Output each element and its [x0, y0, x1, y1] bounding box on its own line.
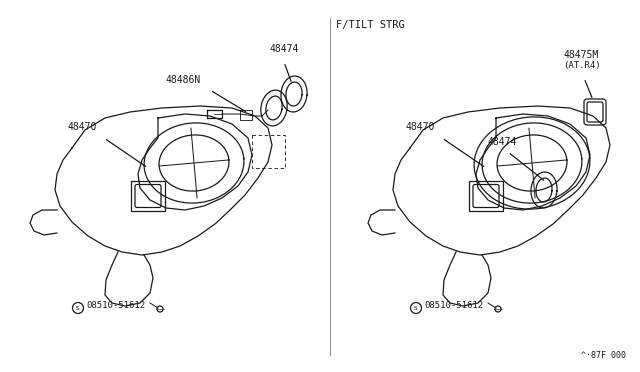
Text: S: S	[76, 306, 80, 311]
Text: ^·87F 000: ^·87F 000	[581, 351, 626, 360]
Text: S: S	[414, 306, 418, 311]
Text: 08510-51612: 08510-51612	[86, 301, 145, 310]
Text: 48474: 48474	[488, 137, 517, 147]
Text: 48470: 48470	[68, 122, 97, 132]
Text: (AT.R4): (AT.R4)	[563, 61, 600, 70]
Bar	[131, 181, 165, 211]
Text: 48474: 48474	[270, 44, 300, 54]
Bar	[469, 181, 503, 211]
Text: 48486N: 48486N	[165, 75, 200, 85]
Text: 48475M: 48475M	[563, 50, 598, 60]
Text: F/TILT STRG: F/TILT STRG	[336, 20, 404, 30]
Text: 08510-51612: 08510-51612	[424, 301, 483, 310]
Text: 48470: 48470	[406, 122, 435, 132]
